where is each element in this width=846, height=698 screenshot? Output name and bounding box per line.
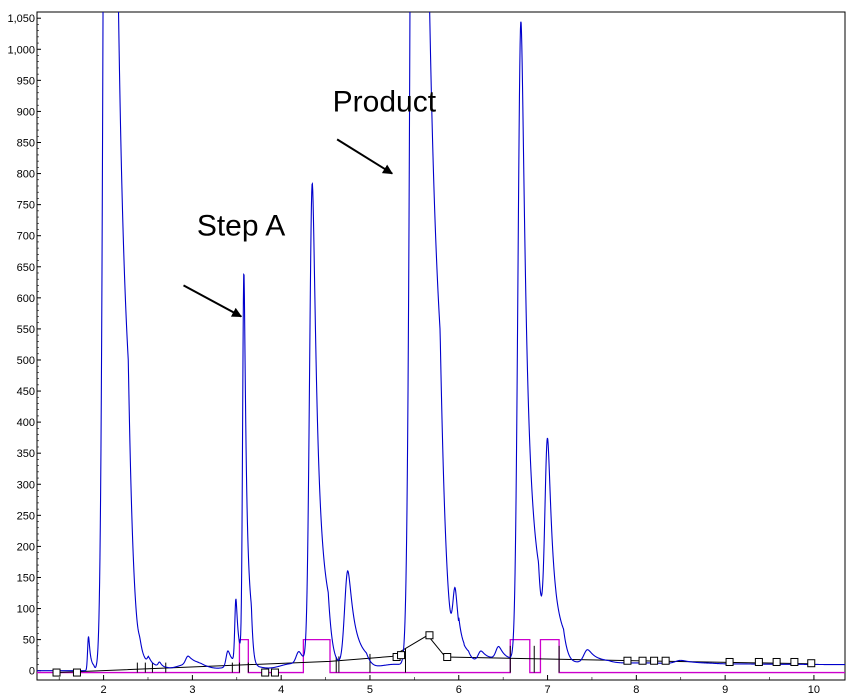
y-tick-label: 350 (17, 448, 35, 460)
y-tick-label: 550 (17, 324, 35, 336)
annotations: Step A Product (183, 85, 437, 318)
y-tick-label: 50 (23, 635, 35, 647)
annotation-arrow (336, 138, 394, 175)
x-tick-label: 3 (189, 684, 195, 696)
x-tick-label: 4 (278, 684, 284, 696)
y-tick-label: 200 (17, 541, 35, 553)
peak-marker (754, 657, 763, 666)
x-tick-label: 7 (544, 684, 550, 696)
peak-marker (425, 631, 434, 640)
y-tick-label: 100 (17, 604, 35, 616)
x-tick-label: 8 (633, 684, 639, 696)
x-tick-label: 2 (101, 684, 107, 696)
y-axis: 0 50 100 150 200 250 300 350 400 450 500 550 600 650 7… (7, 13, 41, 678)
peak-marker (443, 653, 452, 662)
peak-marker (650, 656, 659, 665)
peak-marker (725, 657, 734, 666)
plot-area-frame (36, 11, 846, 681)
peak-marker (772, 657, 781, 666)
x-tick-label: 10 (808, 684, 820, 696)
y-tick-label: 150 (17, 572, 35, 584)
peak-marker (638, 656, 647, 665)
x-axis: 2 3 4 5 6 7 8 9 10 (58, 675, 820, 696)
y-tick-label: 900 (17, 106, 35, 118)
y-tick-label: 300 (17, 479, 35, 491)
y-tick-label: 850 (17, 137, 35, 149)
y-tick-label: 450 (17, 386, 35, 398)
peak-marker (790, 657, 799, 666)
y-tick-label: 0 (29, 666, 35, 678)
annotation-label: Step A (197, 210, 285, 243)
y-tick-label: 600 (17, 293, 35, 305)
y-tick-label: 400 (17, 417, 35, 429)
y-tick-label: 700 (17, 231, 35, 243)
peak-marker (807, 659, 816, 668)
event-trace-line (37, 638, 845, 674)
y-tick-label: 500 (17, 355, 35, 367)
peak-marker (270, 668, 279, 677)
y-tick-label: 1,000 (7, 44, 35, 56)
x-tick-label: 5 (367, 684, 373, 696)
peak-marker (72, 668, 81, 677)
integration-baseline (56, 634, 814, 674)
peak-marker (661, 656, 670, 665)
y-tick-label: 950 (17, 75, 35, 87)
peak-marker (261, 668, 270, 677)
y-tick-label: 650 (17, 262, 35, 274)
y-tick-label: 750 (17, 200, 35, 212)
annotation-label: Product (333, 85, 437, 118)
annotation-arrow (183, 284, 243, 318)
y-tick-label: 250 (17, 510, 35, 522)
x-tick-label: 9 (722, 684, 728, 696)
y-tick-label: 800 (17, 169, 35, 181)
y-tick-label: 1,050 (7, 13, 35, 25)
peak-marker (623, 656, 632, 665)
signal-trace-line (37, 12, 845, 672)
peak-markers (52, 631, 816, 677)
peak-marker (397, 651, 406, 660)
x-tick-label: 6 (456, 684, 462, 696)
peak-marker (52, 668, 61, 677)
